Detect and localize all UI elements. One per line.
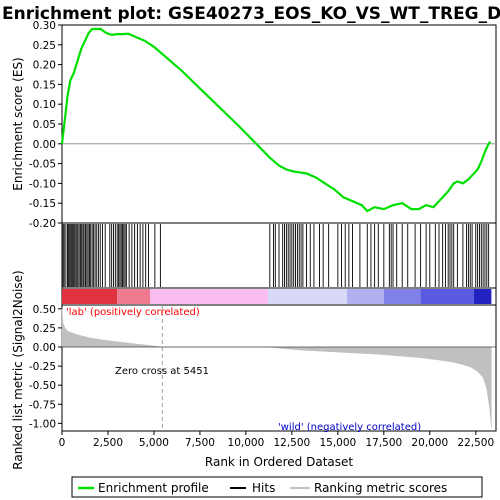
ranking-metric-area (61, 308, 492, 428)
legend-box (71, 476, 483, 498)
rank-bar-segment (117, 289, 151, 304)
legend: Enrichment profile Hits Ranking metric s… (71, 476, 483, 498)
chart-title: Enrichment plot: GSE40273_EOS_KO_VS_WT_T… (2, 4, 500, 24)
es-y-tick-label: -0.20 (29, 218, 56, 230)
zero-cross-label: Zero cross at 5451 (115, 366, 209, 377)
rank-bar-segment (383, 289, 421, 304)
rank-bar-segment (473, 289, 492, 304)
x-tick-label: 12,500 (273, 437, 310, 449)
es-y-tick-label: -0.10 (29, 178, 56, 190)
es-y-tick-label: 0.10 (33, 99, 56, 111)
metric-y-tick-label: -0.50 (29, 380, 56, 392)
x-tick-label: 0 (59, 437, 66, 449)
x-axis-label: Rank in Ordered Dataset (205, 455, 353, 469)
negative-correlation-label: 'wild' (negatively correlated) (278, 422, 421, 433)
metric-y-tick-label: 0.00 (33, 342, 56, 354)
rank-bar-segment (420, 289, 474, 304)
x-tick-label: 7,500 (185, 437, 215, 449)
es-panel (61, 24, 497, 224)
x-tick-label: 2,500 (93, 437, 123, 449)
x-tick-label: 15,000 (319, 437, 356, 449)
es-y-tick-label: 0.05 (33, 119, 56, 131)
es-y-tick-label: 0.00 (33, 139, 56, 151)
metric-y-tick-label: 0.50 (33, 304, 56, 316)
metric-y-tick-label: -0.75 (29, 399, 56, 411)
rank-bar-segment (267, 289, 348, 304)
rank-bar-segment (150, 289, 268, 304)
rank-bar-segment (347, 289, 384, 304)
es-y-tick-label: 0.30 (33, 20, 56, 32)
es-y-tick-label: -0.05 (29, 159, 56, 171)
es-y-tick-label: 0.15 (33, 79, 56, 91)
x-tick-label: 20,000 (411, 437, 448, 449)
legend-metric-label: Ranking metric scores (314, 481, 447, 495)
x-tick-label: 5,000 (139, 437, 169, 449)
metric-y-tick-label: 0.25 (33, 323, 56, 335)
x-tick-label: 22,500 (457, 437, 494, 449)
metric-y-axis-label: Ranked list metric (Signal2Noise) (11, 270, 25, 469)
rank-bar-segment (62, 289, 118, 304)
legend-enrichment-label: Enrichment profile (98, 481, 209, 495)
enrichment-profile-line (60, 27, 492, 213)
positive-correlation-label: 'lab' (positively correlated) (66, 307, 200, 318)
es-y-tick-label: 0.25 (33, 40, 56, 52)
metric-y-tick-label: -1.00 (29, 418, 56, 430)
es-y-axis-label: Enrichment score (ES) (11, 57, 25, 190)
metric-panel (61, 304, 497, 432)
es-y-tick-label: 0.20 (33, 60, 56, 72)
x-tick-label: 10,000 (228, 437, 265, 449)
x-tick-label: 17,500 (365, 437, 402, 449)
es-y-tick-label: -0.15 (29, 198, 56, 210)
metric-y-tick-label: -0.25 (29, 361, 56, 373)
legend-hits-label: Hits (252, 481, 275, 495)
